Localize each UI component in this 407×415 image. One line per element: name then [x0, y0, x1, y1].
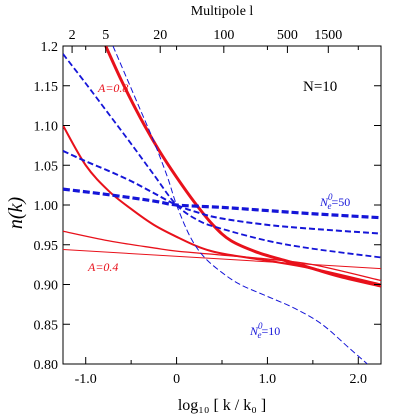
y-axis-title: n(k): [5, 197, 27, 230]
y-tick-label: 0.85: [34, 318, 59, 333]
top-tick-label: 1500: [314, 28, 342, 43]
top-axis-title: Multipole l: [191, 4, 254, 19]
n-label: N=10: [303, 79, 337, 95]
series-line-blue-7: [112, 46, 368, 364]
plot-area: [62, 45, 382, 365]
top-tick-label: 5: [102, 28, 109, 43]
series-line-red-1: [63, 125, 381, 286]
x-tick-label: 0: [173, 372, 180, 387]
y-tick-label: 0.90: [34, 279, 59, 294]
x-axis-title: log₁₀ [ k / k₀ ]: [178, 397, 266, 414]
top-tick-label: 20: [153, 28, 167, 43]
series-line-red-3: [63, 249, 381, 270]
y-tick-label: 1.00: [34, 199, 59, 214]
top-tick-label: 500: [277, 28, 298, 43]
tick-layer: -1.0 0 1.0 2.0 0.80 0.85 0.90 0.95 1.00 1.05 1.10 1…: [34, 28, 381, 387]
top-tick-label: 100: [213, 28, 234, 43]
y-tick-label: 1.2: [41, 40, 59, 55]
ne10-label: N0 e=10: [249, 321, 280, 340]
series-line-blue-5: [63, 150, 381, 235]
a-low-label: A=0.4: [87, 260, 118, 274]
y-tick-label: 0.80: [34, 358, 59, 373]
y-tick-label: 1.15: [34, 80, 59, 95]
top-tick-label: 2: [69, 28, 76, 43]
y-tick-label: 1.10: [34, 120, 59, 135]
a-high-label: A=0.8: [97, 81, 128, 95]
y-tick-label: 1.05: [34, 159, 59, 174]
ne50-label: N0 e=50: [319, 192, 350, 211]
x-tick-label: 2.0: [350, 372, 368, 387]
series-layer: [63, 46, 381, 364]
series-line-blue-4: [63, 187, 381, 220]
y-tick-label: 0.95: [34, 239, 59, 254]
x-tick-label: -1.0: [75, 372, 97, 387]
x-tick-label: 1.0: [259, 372, 277, 387]
